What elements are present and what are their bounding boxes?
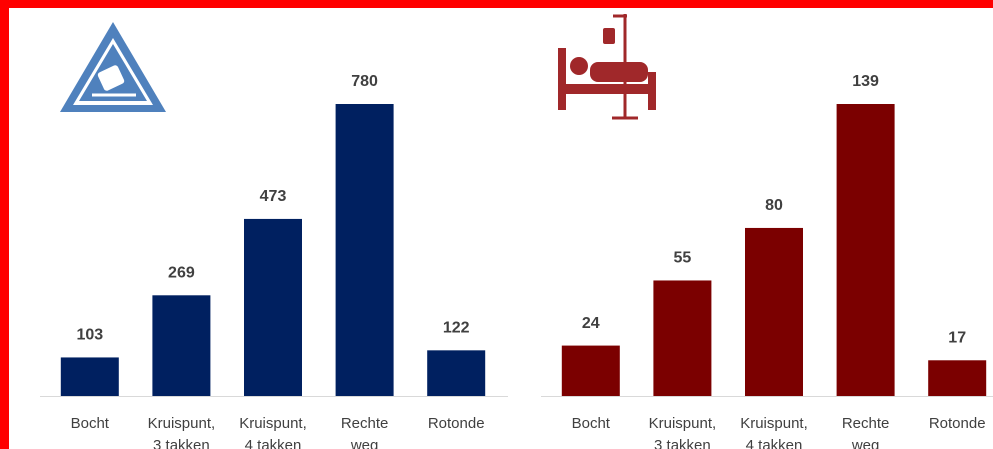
value-label: 17 [948, 330, 966, 347]
label-line: 4 takken [746, 437, 803, 449]
value-label: 55 [674, 250, 692, 267]
bar [152, 295, 211, 396]
hospital-icon [558, 14, 656, 120]
x-tick-label: Kruispunt, 3 takken [148, 415, 216, 449]
label-line: Kruispunt, [740, 415, 808, 432]
label-line: 4 takken [245, 437, 302, 449]
bar [928, 360, 987, 396]
label-line: Kruispunt, [239, 415, 307, 432]
bar [60, 357, 119, 396]
x-tick-label: Kruispunt, 4 takken [239, 415, 307, 449]
label-line: Rechte [341, 415, 389, 432]
label-line: weg [851, 437, 880, 449]
x-tick-label: Bocht [572, 415, 611, 432]
bar [653, 280, 712, 396]
accident-icon [60, 22, 166, 112]
bar [427, 350, 486, 396]
label-line: 3 takken [654, 437, 711, 449]
bar [745, 227, 803, 396]
x-tick-label: Bocht [71, 415, 110, 432]
value-label: 122 [443, 320, 470, 337]
value-label: 80 [765, 197, 783, 214]
x-tick-label: Kruispunt, 4 takken [740, 415, 808, 449]
bar [561, 345, 620, 396]
x-tick-label: Rotonde [929, 415, 986, 432]
value-label: 780 [351, 73, 378, 90]
bar [244, 218, 302, 396]
bar [335, 104, 394, 396]
x-tick-label: Rotonde [428, 415, 485, 432]
x-tick-label: Kruispunt, 3 takken [649, 415, 717, 449]
label-line: Kruispunt, [649, 415, 717, 432]
value-label: 103 [76, 327, 103, 344]
label-line: Rechte [842, 415, 890, 432]
frame-top [0, 0, 993, 8]
x-tick-label: Rechte weg [842, 415, 890, 449]
frame-left [0, 0, 9, 449]
label-line: weg [350, 437, 379, 449]
label-line: 3 takken [153, 437, 210, 449]
label-line: Kruispunt, [148, 415, 216, 432]
bar [836, 104, 895, 396]
value-label: 24 [582, 315, 600, 332]
value-label: 139 [852, 73, 879, 90]
value-label: 269 [168, 265, 195, 282]
x-tick-label: Rechte weg [341, 415, 389, 449]
value-label: 473 [260, 188, 287, 205]
